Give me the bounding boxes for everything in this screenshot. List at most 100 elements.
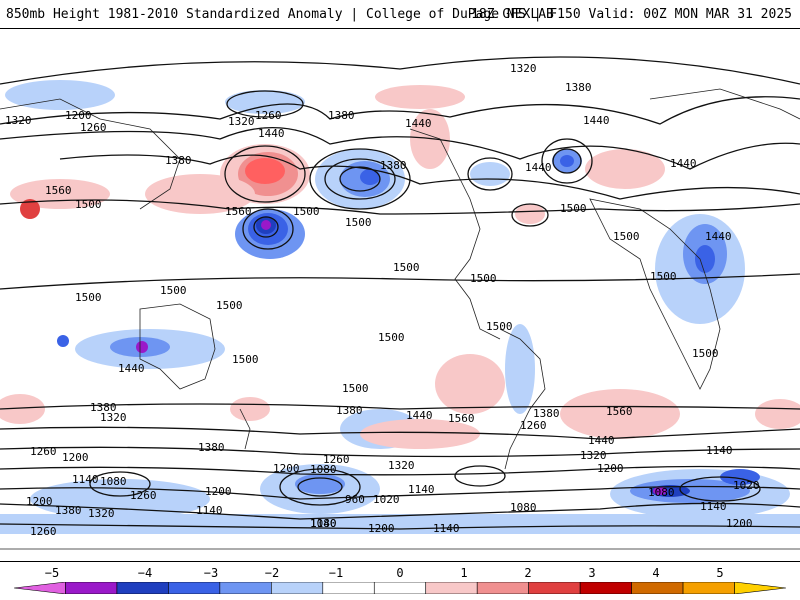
contour-label: 1200 xyxy=(368,522,395,535)
contour-label: 1140 xyxy=(706,444,733,457)
colorbar-tick: −1 xyxy=(328,566,344,580)
contour-label: 1500 xyxy=(216,299,243,312)
contour-label: 1140 xyxy=(196,504,223,517)
map-svg: 1320 1380 1260 1200 1320 1260 1440 1380 … xyxy=(0,56,800,550)
contour-label: 1200 xyxy=(26,495,53,508)
colorbar-swatch xyxy=(219,582,272,594)
contour-label: 1500 xyxy=(560,202,587,215)
colorbar-swatch xyxy=(682,582,735,594)
contour-label: 1500 xyxy=(160,284,187,297)
contour-label: 1200 xyxy=(597,462,624,475)
contour-label: 1320 xyxy=(510,62,537,75)
contour-label: 1380 xyxy=(533,407,560,420)
contour-label: 1260 xyxy=(255,109,282,122)
contour-label: 1560 xyxy=(225,205,252,218)
contour-label: 1200 xyxy=(205,485,232,498)
colorbar-tick: −3 xyxy=(203,566,219,580)
colorbar-swatch xyxy=(116,582,169,594)
contour-label: 1140 xyxy=(408,483,435,496)
contour-label: 1440 xyxy=(405,117,432,130)
colorbar-swatch xyxy=(65,582,118,594)
contour-label: 1140 xyxy=(72,473,99,486)
contour-label: 1020 xyxy=(733,479,760,492)
map-title: 850mb Height 1981-2010 Standardized Anom… xyxy=(6,7,554,22)
contour-label: 1320 xyxy=(88,507,115,520)
contour-label: 1380 xyxy=(565,81,592,94)
contour-label: 1200 xyxy=(273,462,300,475)
contour-label: 1260 xyxy=(520,419,547,432)
contour-label: 1500 xyxy=(470,272,497,285)
contour-label: 1440 xyxy=(406,409,433,422)
contour-label: 960 xyxy=(345,493,365,506)
contour-label: 1500 xyxy=(486,320,513,333)
contour-label: 1080 xyxy=(310,463,337,476)
contour-label: 1200 xyxy=(65,109,92,122)
contour-label: 1140 xyxy=(310,517,337,530)
contour-label: 1380 xyxy=(198,441,225,454)
contour-label: 1500 xyxy=(650,270,677,283)
contour-label: 1440 xyxy=(118,362,145,375)
model-run-info: 18Z GFS | F150 Valid: 00Z MON MAR 31 202… xyxy=(471,7,792,22)
contour-label: 1260 xyxy=(80,121,107,134)
contour-label: 1200 xyxy=(726,517,753,530)
colorbar-swatch xyxy=(476,582,529,594)
contour-label: 1320 xyxy=(580,449,607,462)
contour-label: 1380 xyxy=(328,109,355,122)
contour-label: 1440 xyxy=(705,230,732,243)
contour-label: 1440 xyxy=(670,157,697,170)
colorbar-tick: 1 xyxy=(460,566,468,580)
contour-label: 1380 xyxy=(55,504,82,517)
contour-label: 1020 xyxy=(373,493,400,506)
colorbar-tick: −4 xyxy=(137,566,153,580)
colorbar-swatch xyxy=(168,582,221,594)
contour-label: 1500 xyxy=(75,198,102,211)
contour-label: 1320 xyxy=(5,114,32,127)
colorbar-swatch xyxy=(271,582,324,594)
contour-label: 1080 xyxy=(648,486,675,499)
height-contours xyxy=(0,56,800,530)
contour-label: 1260 xyxy=(323,453,350,466)
colorbar-swatch xyxy=(322,582,375,594)
map-panel: 1320 1380 1260 1200 1320 1260 1440 1380 … xyxy=(0,28,800,562)
contour-label: 1380 xyxy=(380,159,407,172)
contour-label: 1380 xyxy=(90,401,117,414)
contour-label: 1260 xyxy=(30,525,57,538)
colorbar-tick: 2 xyxy=(524,566,532,580)
contour-label: 1080 xyxy=(100,475,127,488)
contour-label: 1440 xyxy=(258,127,285,140)
contour-label: 1140 xyxy=(700,500,727,513)
anomaly-shading xyxy=(0,80,800,534)
header-bar: 850mb Height 1981-2010 Standardized Anom… xyxy=(0,0,800,26)
contour-labels: 1320 1380 1260 1200 1320 1260 1440 1380 … xyxy=(5,62,760,538)
colorbar-swatch xyxy=(14,582,66,594)
colorbar-swatch xyxy=(373,582,427,594)
contour-label: 1500 xyxy=(378,331,405,344)
contour-label: 1260 xyxy=(130,489,157,502)
colorbar-tick: −5 xyxy=(44,566,60,580)
contour-label: 1320 xyxy=(388,459,415,472)
colorbar-swatch xyxy=(631,582,684,594)
contour-label: 1440 xyxy=(525,161,552,174)
contour-label: 1500 xyxy=(342,382,369,395)
colorbar: −5 −4 −3 −2 −1 0 1 2 3 4 5 xyxy=(0,566,800,600)
coastlines xyxy=(0,88,800,550)
contour-label: 1380 xyxy=(165,154,192,167)
contour-label: 1500 xyxy=(232,353,259,366)
contour-label: 1500 xyxy=(613,230,640,243)
contour-label: 1080 xyxy=(510,501,537,514)
colorbar-tick: −2 xyxy=(264,566,280,580)
contour-label: 1500 xyxy=(345,216,372,229)
colorbar-swatches xyxy=(14,582,786,594)
contour-label: 1500 xyxy=(393,261,420,274)
contour-label: 1200 xyxy=(62,451,89,464)
contour-label: 1440 xyxy=(583,114,610,127)
contour-label: 1080 xyxy=(310,517,337,530)
colorbar-swatch xyxy=(528,582,581,594)
contour-label: 1560 xyxy=(45,184,72,197)
contour-label: 1560 xyxy=(448,412,475,425)
colorbar-tick: 0 xyxy=(396,566,404,580)
contour-label: 1380 xyxy=(336,404,363,417)
colorbar-tick: 5 xyxy=(716,566,724,580)
colorbar-swatch xyxy=(425,582,478,594)
contour-label: 1500 xyxy=(692,347,719,360)
